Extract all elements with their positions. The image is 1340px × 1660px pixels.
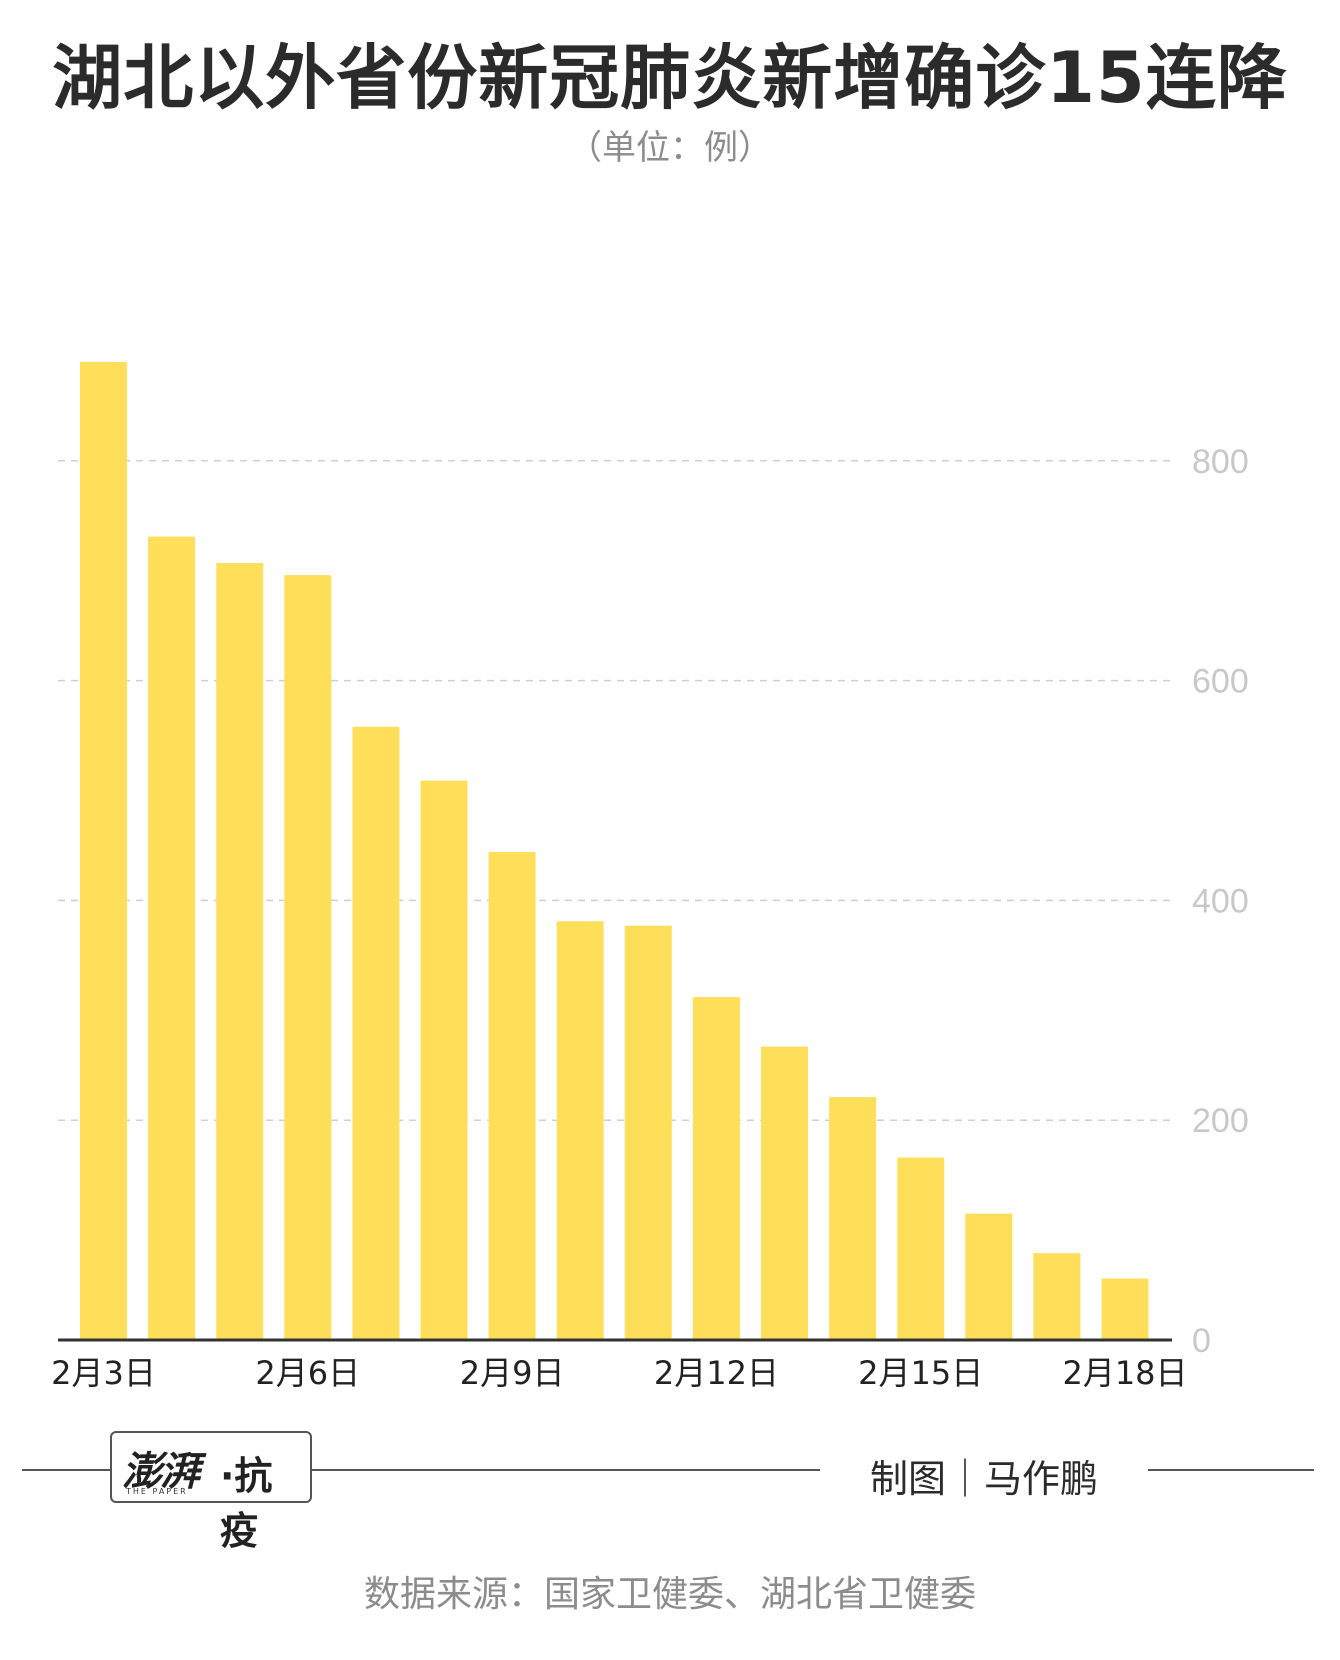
credit-text: 制图｜马作鹏 — [870, 1457, 1099, 1501]
bar-chart: 0 200 400 600 800 2月3日 2月6日 2月9日 2月12日 2月15日 2月18日 — [51, 361, 1249, 1392]
footer-divider-left — [22, 1469, 110, 1471]
footer-divider-middle — [312, 1469, 820, 1471]
bar-2月13日 — [761, 1046, 808, 1340]
brand-tag: ·抗疫 — [220, 1454, 273, 1553]
unit-label: （单位：例） — [568, 128, 772, 168]
bar-2月8日 — [420, 780, 468, 1340]
y-tick-label: 400 — [1192, 882, 1249, 920]
bar-2月17日 — [1033, 1253, 1081, 1340]
bar-2月15日 — [897, 1157, 945, 1340]
y-tick-label: 800 — [1192, 443, 1249, 481]
bar-2月5日 — [216, 563, 264, 1340]
bar-2月18日 — [1101, 1278, 1149, 1340]
brand-subtitle: THE PAPER — [126, 1487, 188, 1496]
x-tick-label: 2月6日 — [255, 1354, 360, 1392]
chart-title: 湖北以外省份新冠肺炎新增确诊15连降 — [52, 37, 1288, 119]
bar-2月16日 — [965, 1213, 1013, 1340]
bar-2月12日 — [692, 997, 740, 1340]
x-tick-label: 2月3日 — [51, 1354, 156, 1392]
x-tick-label: 2月18日 — [1062, 1354, 1187, 1392]
bar-2月4日 — [148, 536, 196, 1340]
bar-2月11日 — [624, 925, 672, 1340]
bar-2月7日 — [352, 726, 400, 1340]
x-tick-label: 2月15日 — [858, 1354, 983, 1392]
bar-2月6日 — [284, 575, 332, 1340]
footer-divider-right — [1148, 1469, 1314, 1471]
y-tick-label: 600 — [1192, 663, 1249, 701]
y-tick-label: 200 — [1192, 1102, 1249, 1140]
bar-2月3日 — [80, 361, 127, 1340]
bar-2月14日 — [829, 1097, 877, 1340]
data-source: 数据来源：国家卫健委、湖北省卫健委 — [363, 1574, 976, 1615]
bar-2月9日 — [488, 852, 536, 1340]
bar-2月10日 — [556, 921, 604, 1340]
x-tick-label: 2月9日 — [460, 1354, 565, 1392]
brand-logo: 澎湃 THE PAPER ·抗疫 — [110, 1431, 312, 1553]
brand-name: 澎湃 — [122, 1448, 200, 1495]
y-tick-label: 0 — [1192, 1322, 1211, 1360]
x-tick-label: 2月12日 — [654, 1354, 779, 1392]
